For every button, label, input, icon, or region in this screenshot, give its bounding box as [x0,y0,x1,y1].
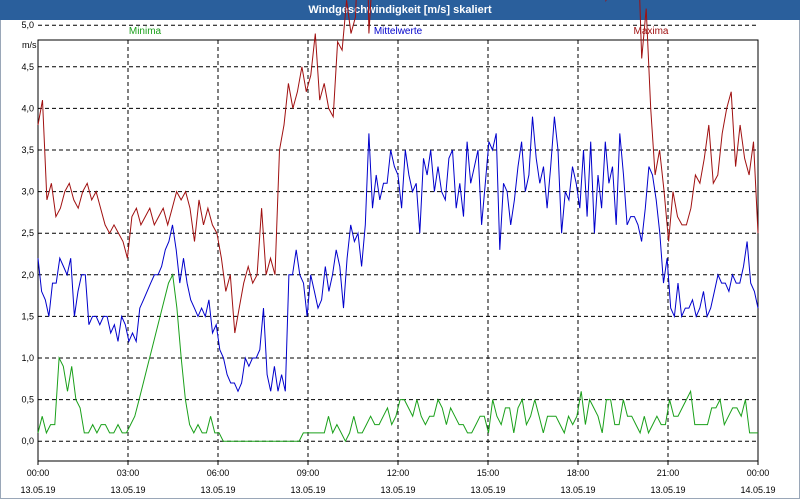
x-tick-time-label: 15:00 [477,468,500,478]
window-title-bar: Windgeschwindigkeit [m/s] skaliert [0,0,800,20]
x-tick-date-label: 13.05.19 [560,485,595,495]
x-tick-date-label: 13.05.19 [650,485,685,495]
y-axis-unit-label: m/s [22,40,37,50]
legend-label-mittelwerte: Mittelwerte [374,26,423,37]
grid-lines [38,24,758,461]
y-tick-label: 0,0 [21,436,34,446]
x-tick-time-label: 21:00 [657,468,680,478]
y-tick-label: 2,0 [21,270,34,280]
y-tick-label: 0,5 [21,395,34,405]
x-tick-time-label: 12:00 [387,468,410,478]
x-tick-date-label: 13.05.19 [380,485,415,495]
x-tick-date-label: 13.05.19 [200,485,235,495]
plot-area-border [37,39,759,462]
x-tick-time-label: 06:00 [207,468,230,478]
x-tick-date-label: 13.05.19 [290,485,325,495]
data-series [37,0,759,443]
x-tick-date-label: 13.05.19 [110,485,145,495]
axes [37,39,759,465]
y-tick-label: 4,0 [21,103,34,113]
x-tick-time-label: 00:00 [27,468,50,478]
window-title: Windgeschwindigkeit [m/s] skaliert [308,4,492,16]
y-tick-label: 3,0 [21,187,34,197]
y-tick-label: 1,5 [21,311,34,321]
y-tick-label: 5,0 [21,20,34,30]
y-tick-label: 1,0 [21,353,34,363]
x-tick-date-label: 14.05.19 [740,485,775,495]
series-line-maxima [37,0,759,334]
x-tick-date-label: 13.05.19 [20,485,55,495]
legend-label-maxima: Maxima [633,26,668,37]
series-line-minima [37,273,758,443]
y-tick-label: 3,5 [21,145,34,155]
x-tick-time-label: 03:00 [117,468,140,478]
y-tick-label: 2,5 [21,228,34,238]
axis-labels: 9,08,58,07,57,06,56,05,55,04,54,03,53,02… [20,20,775,495]
x-tick-time-label: 00:00 [747,468,770,478]
x-tick-time-label: 18:00 [567,468,590,478]
legend-label-minima: Minima [129,26,162,37]
series-line-mittelwerte [37,116,759,393]
x-tick-time-label: 09:00 [297,468,320,478]
y-tick-label: 4,5 [21,62,34,72]
x-tick-date-label: 13.05.19 [470,485,505,495]
